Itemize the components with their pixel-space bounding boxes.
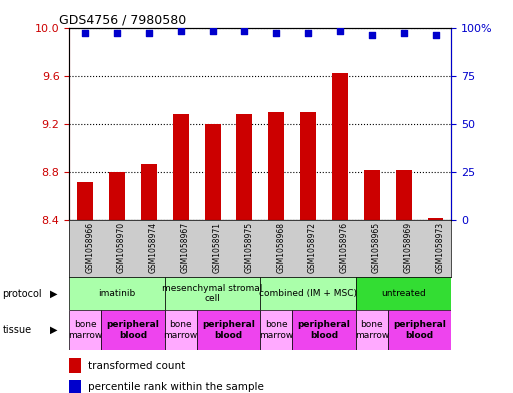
Text: peripheral
blood: peripheral blood — [107, 320, 160, 340]
Point — [368, 32, 376, 39]
Bar — [173, 114, 189, 220]
Point — [176, 28, 185, 35]
Bar — [69, 277, 165, 310]
Point — [113, 30, 121, 37]
Text: GSM1058976: GSM1058976 — [340, 222, 349, 273]
Point — [336, 28, 344, 35]
Bar — [427, 218, 443, 220]
Bar — [101, 310, 165, 350]
Text: GSM1058971: GSM1058971 — [212, 222, 222, 273]
Text: GSM1058967: GSM1058967 — [181, 222, 190, 273]
Text: GDS4756 / 7980580: GDS4756 / 7980580 — [59, 14, 186, 27]
Bar — [332, 73, 348, 220]
Text: ▶: ▶ — [50, 325, 58, 335]
Bar — [236, 114, 252, 220]
Bar — [141, 163, 157, 220]
Bar — [205, 124, 221, 220]
Bar — [268, 112, 284, 220]
Text: percentile rank within the sample: percentile rank within the sample — [88, 382, 264, 393]
Text: bone
marrow: bone marrow — [354, 320, 389, 340]
Text: GSM1058966: GSM1058966 — [85, 222, 94, 273]
Bar — [69, 310, 101, 350]
Text: tissue: tissue — [3, 325, 32, 335]
Bar — [292, 310, 356, 350]
Text: untreated: untreated — [381, 289, 426, 298]
Text: GSM1058969: GSM1058969 — [404, 222, 412, 273]
Text: GSM1058974: GSM1058974 — [149, 222, 158, 273]
Bar — [356, 277, 451, 310]
Point — [81, 30, 89, 37]
Point — [145, 30, 153, 37]
Text: peripheral
blood: peripheral blood — [202, 320, 255, 340]
Bar — [77, 182, 93, 220]
Text: peripheral
blood: peripheral blood — [393, 320, 446, 340]
Text: GSM1058973: GSM1058973 — [436, 222, 445, 273]
Bar — [356, 310, 388, 350]
Bar — [69, 358, 81, 373]
Text: ▶: ▶ — [50, 289, 58, 299]
Bar — [196, 310, 261, 350]
Text: bone
marrow: bone marrow — [259, 320, 293, 340]
Text: GSM1058968: GSM1058968 — [277, 222, 285, 273]
Point — [208, 28, 216, 35]
Text: GSM1058965: GSM1058965 — [372, 222, 381, 273]
Bar — [388, 310, 451, 350]
Text: bone
marrow: bone marrow — [68, 320, 102, 340]
Bar — [165, 310, 196, 350]
Bar — [165, 277, 261, 310]
Text: GSM1058972: GSM1058972 — [308, 222, 317, 273]
Text: peripheral
blood: peripheral blood — [298, 320, 350, 340]
Bar — [364, 169, 380, 220]
Bar — [261, 310, 292, 350]
Text: protocol: protocol — [3, 289, 42, 299]
Bar — [109, 172, 125, 220]
Bar — [300, 112, 316, 220]
Bar — [69, 380, 81, 393]
Bar — [396, 169, 411, 220]
Bar — [261, 277, 356, 310]
Text: GSM1058975: GSM1058975 — [244, 222, 253, 273]
Point — [400, 30, 408, 37]
Text: transformed count: transformed count — [88, 361, 186, 371]
Point — [272, 30, 281, 37]
Point — [304, 30, 312, 37]
Text: mesenchymal stromal
cell: mesenchymal stromal cell — [163, 284, 263, 303]
Text: bone
marrow: bone marrow — [164, 320, 198, 340]
Text: imatinib: imatinib — [98, 289, 135, 298]
Text: combined (IM + MSC): combined (IM + MSC) — [259, 289, 357, 298]
Point — [431, 32, 440, 39]
Point — [240, 28, 248, 35]
Text: GSM1058970: GSM1058970 — [117, 222, 126, 273]
